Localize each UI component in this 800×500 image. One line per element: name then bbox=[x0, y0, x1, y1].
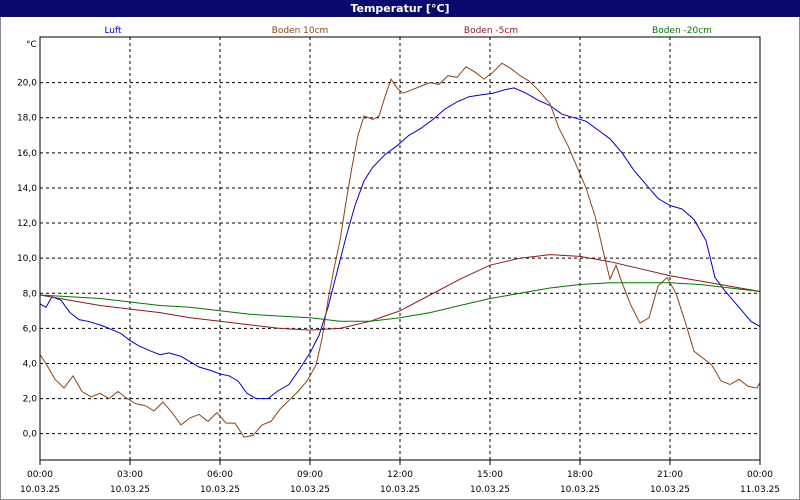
x-tick-time: 00:00 bbox=[27, 470, 53, 480]
y-tick-label: 20,0 bbox=[17, 79, 37, 89]
x-tick-time: 09:00 bbox=[297, 470, 323, 480]
x-tick-date: 10.03.25 bbox=[200, 485, 240, 495]
x-tick-time: 21:00 bbox=[657, 470, 683, 480]
legend-entry: Boden -20cm bbox=[652, 26, 712, 36]
legend-entry: Boden 10cm bbox=[272, 26, 329, 36]
grid bbox=[40, 37, 760, 460]
x-tick-date: 10.03.25 bbox=[560, 485, 600, 495]
x-tick-time: 15:00 bbox=[477, 470, 503, 480]
y-axis-label: °C bbox=[26, 40, 37, 50]
series-line-boden-5cm bbox=[39, 254, 761, 331]
y-tick-label: 4,0 bbox=[23, 359, 38, 369]
x-tick-time: 18:00 bbox=[567, 470, 593, 480]
series-line-luft bbox=[39, 87, 761, 400]
y-tick-label: 18,0 bbox=[17, 114, 37, 124]
legend-entry: Boden -5cm bbox=[464, 26, 518, 36]
x-tick-date: 10.03.25 bbox=[650, 485, 690, 495]
x-tick-date: 10.03.25 bbox=[380, 485, 420, 495]
y-tick-label: 8,0 bbox=[23, 289, 38, 299]
axes: 0,0 2,0 4,0 6,0 8,0 10,0 12,0 14,0 16,0 18,0 20,0 0… bbox=[17, 36, 780, 495]
x-tick-time: 03:00 bbox=[117, 470, 143, 480]
y-tick-label: 14,0 bbox=[17, 184, 37, 194]
y-tick-label: 0,0 bbox=[23, 430, 38, 440]
legend: Luft Boden 10cm Boden -5cm Boden -20cm bbox=[104, 26, 712, 36]
x-tick-date: 10.03.25 bbox=[20, 485, 60, 495]
x-tick-time: 00:00 bbox=[747, 470, 773, 480]
x-tick-date: 10.03.25 bbox=[290, 485, 330, 495]
x-tick-date: 10.03.25 bbox=[110, 485, 150, 495]
y-tick-label: 6,0 bbox=[23, 324, 38, 334]
chart-title: Temperatur [°C] bbox=[350, 2, 450, 15]
x-tick-time: 06:00 bbox=[207, 470, 233, 480]
y-tick-label: 2,0 bbox=[23, 395, 38, 405]
x-tick-date: 11.03.25 bbox=[740, 485, 780, 495]
y-tick-label: 10,0 bbox=[17, 254, 37, 264]
title-bar: Temperatur [°C] bbox=[0, 0, 800, 17]
plot-area bbox=[39, 36, 761, 461]
y-tick-label: 12,0 bbox=[17, 219, 37, 229]
series-line-boden-20cm bbox=[39, 282, 761, 322]
x-tick-time: 12:00 bbox=[387, 470, 413, 480]
y-tick-label: 16,0 bbox=[17, 149, 37, 159]
x-tick-date: 10.03.25 bbox=[470, 485, 510, 495]
series-lines bbox=[39, 62, 761, 438]
series-line-boden-10cm bbox=[39, 62, 761, 438]
legend-entry: Luft bbox=[104, 26, 122, 36]
